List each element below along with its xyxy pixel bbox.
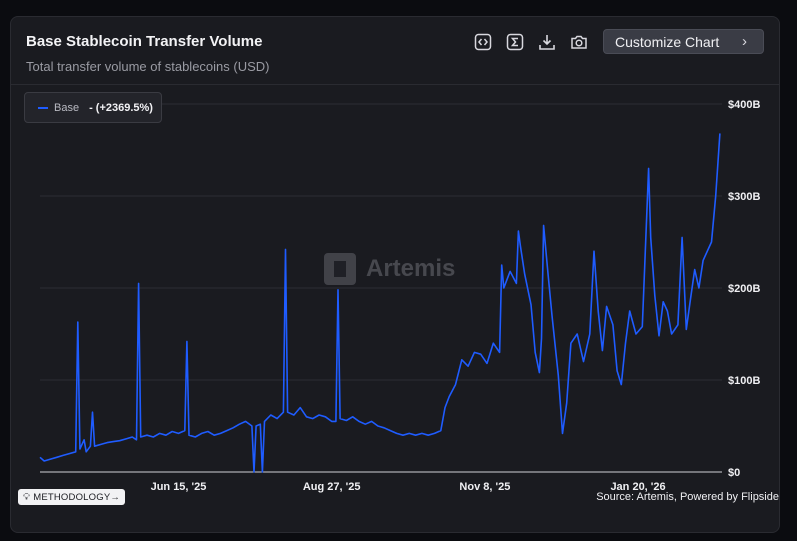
source-attribution: Source: Artemis, Powered by Flipside (596, 491, 779, 503)
x-tick-label: Aug 27, '25 (303, 481, 361, 493)
customize-chart-label: Customize Chart (615, 33, 720, 50)
lightbulb-icon: 💡︎ (23, 491, 31, 503)
artemis-logo-icon (324, 253, 356, 285)
watermark-text: Artemis (366, 255, 456, 282)
chart-title: Base Stablecoin Transfer Volume (26, 33, 263, 50)
y-tick-label: $100B (728, 375, 760, 387)
series-line-base (39, 133, 721, 473)
y-tick-label: $0 (728, 467, 740, 479)
x-tick-label: Jan 20, '26 (610, 481, 665, 493)
download-icon[interactable] (538, 33, 556, 51)
y-tick-label: $400B (728, 99, 760, 111)
methodology-label: METHODOLOGY (33, 491, 111, 503)
x-tick-label: Jun 15, '25 (151, 481, 207, 493)
chart-legend[interactable]: Base - (+2369.5%) (24, 92, 162, 123)
camera-icon[interactable] (570, 33, 588, 51)
code-embed-icon[interactable] (474, 33, 492, 51)
watermark: Artemis (324, 253, 455, 285)
y-tick-label: $300B (728, 191, 760, 203)
x-tick-label: Nov 8, '25 (459, 481, 510, 493)
sigma-icon[interactable] (506, 33, 524, 51)
chart-subtitle: Total transfer volume of stablecoins (US… (26, 59, 270, 74)
y-tick-label: $200B (728, 283, 760, 295)
legend-series-name: Base (54, 101, 80, 114)
arrow-right-icon: → (110, 491, 121, 503)
methodology-button[interactable]: 💡︎ METHODOLOGY → (18, 489, 126, 505)
chevron-right-icon: › (742, 33, 747, 50)
chart-header: Base Stablecoin Transfer Volume Total tr… (11, 17, 779, 85)
legend-swatch (38, 106, 48, 109)
legend-series-change: - (+2369.5%) (89, 101, 153, 114)
customize-chart-button[interactable]: Customize Chart › (603, 29, 764, 54)
